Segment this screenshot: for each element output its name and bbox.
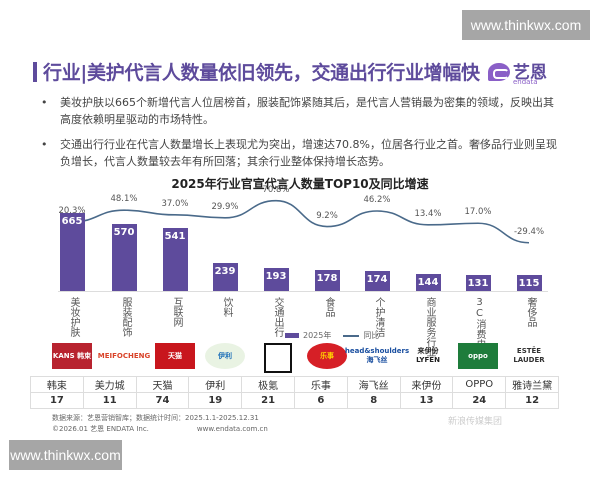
category-label: 3C消费电子 <box>474 297 485 359</box>
brand-logo: 乐事 <box>307 343 347 369</box>
brand-logo <box>264 343 292 373</box>
brand-logo: 天猫 <box>155 343 195 369</box>
brand-count-cell: 17 <box>30 392 84 409</box>
bar-value-label: 570 <box>113 227 135 238</box>
brand-name-cell: 极氪 <box>241 376 295 393</box>
brand-count-cell: 8 <box>346 392 401 409</box>
brand-count-cell: 6 <box>293 392 348 409</box>
brand-logo: MEIFOCHENG <box>97 351 151 360</box>
yoy-label: 37.0% <box>161 198 189 209</box>
brand-name-cell: 海飞丝 <box>346 376 401 393</box>
copyright: ©2026.01 艺恩 ENDATA Inc. <box>52 425 149 433</box>
data-source: 数据来源：艺恩营销智库；数据统计时间：2025.1.1-2025.12.31 <box>52 414 259 422</box>
logo-en: endata <box>513 78 538 86</box>
category-label: 美妆护肤 <box>68 297 79 337</box>
logo-cn: 艺恩 <box>513 63 547 83</box>
legend-line-swatch <box>343 334 360 337</box>
summary-bullets: 美妆护肤以665个新增代言人位居榜首，服装配饰紧随其后，是代言人营销最为密集的领… <box>38 94 558 178</box>
bar: 541 <box>162 228 188 291</box>
bar: 174 <box>364 271 390 291</box>
brand-table: 韩束 美力城 天猫 伊利 极氪 乐事 海飞丝 来伊份 OPPO 雅诗兰黛 17 11 74 19 21 6 8… <box>30 376 559 409</box>
category-label: 交通出行 <box>272 297 283 337</box>
page-title: 行业|美护代言人数量依旧领先，交通出行行业增幅快 <box>43 62 480 84</box>
brand-name-cell: 来伊份 <box>399 376 454 393</box>
bar: 570 <box>111 224 137 291</box>
brand-name-cell: 伊利 <box>188 376 243 393</box>
bar-value-label: 131 <box>467 278 489 289</box>
brand-logo: 来伊份 LYFEN <box>416 347 440 364</box>
watermark-bottom: www.thinkwx.com <box>9 440 122 470</box>
weibo-watermark: 新浪传媒集团 <box>448 417 503 427</box>
bar-value-label: 239 <box>214 266 236 277</box>
yoy-label: 13.4% <box>414 208 442 219</box>
bar: 193 <box>263 268 289 291</box>
bar: 115 <box>516 275 542 291</box>
bar: 178 <box>314 270 340 291</box>
yoy-label: 46.2% <box>363 194 391 205</box>
category-label: 食品 <box>323 297 334 317</box>
endata-logo: 艺恩 endata <box>488 60 568 88</box>
bar-value-label: 665 <box>61 216 83 227</box>
yoy-label: 70.8% <box>262 184 290 195</box>
brand-name-cell: 天猫 <box>135 376 190 393</box>
brand-name-cell: 雅诗兰黛 <box>505 376 559 393</box>
category-label: 服装配饰 <box>120 297 131 337</box>
legend-line-label: 同比 <box>363 331 380 340</box>
brand-name-cell: 韩束 <box>30 376 84 393</box>
bar: 131 <box>465 275 491 291</box>
brand-name-cell: OPPO <box>452 376 507 393</box>
legend-bar-swatch <box>285 333 299 338</box>
yoy-label: 17.0% <box>464 207 492 218</box>
bar-value-label: 174 <box>366 274 388 285</box>
endata-logo-icon <box>488 63 510 81</box>
bar: 665 <box>59 213 85 291</box>
chart-legend: 2025年 同比 <box>285 330 379 341</box>
bar: 239 <box>212 263 238 291</box>
brand-logo: KANS 韩束 <box>52 343 92 369</box>
title-accent-bar <box>33 62 37 82</box>
brand-count-cell: 13 <box>399 392 454 409</box>
yoy-label: 29.9% <box>211 201 239 212</box>
category-label: 个护清洁 <box>373 297 384 337</box>
footer-url: www.endata.com.cn <box>196 425 268 433</box>
category-label: 互联网 <box>171 297 182 327</box>
brand-count-cell: 74 <box>135 392 190 409</box>
brand-count-cell: 11 <box>82 392 137 409</box>
brand-count-cell: 24 <box>452 392 507 409</box>
bar-value-label: 193 <box>265 271 287 282</box>
footer: 数据来源：艺恩营销智库；数据统计时间：2025.1.1-2025.12.31 ©… <box>52 413 268 435</box>
category-label: 奢侈品 <box>525 297 536 327</box>
brand-count-cell: 12 <box>505 392 559 409</box>
bullet-item: 交通出行行业在代言人数量增长上表现尤为突出，增速达70.8%，位居各行业之首。奢… <box>38 136 558 170</box>
bar: 144 <box>415 274 441 291</box>
brand-count-cell: 21 <box>241 392 295 409</box>
brand-names-row: 韩束 美力城 天猫 伊利 极氪 乐事 海飞丝 来伊份 OPPO 雅诗兰黛 <box>30 376 559 393</box>
brand-logo: head&shoulders 海飞丝 <box>344 347 410 364</box>
brand-name-cell: 乐事 <box>293 376 348 393</box>
page-header: 行业|美护代言人数量依旧领先，交通出行行业增幅快 艺恩 endata <box>33 58 563 88</box>
category-label: 商业服务行业 <box>424 297 435 357</box>
yoy-label: 20.3% <box>58 205 86 216</box>
bar-value-label: 541 <box>164 231 186 242</box>
chart-title: 2025年行业官宣代言人数量TOP10及同比增速 <box>171 177 429 191</box>
yoy-label: 9.2% <box>316 210 338 221</box>
x-axis-baseline <box>58 291 548 292</box>
brand-name-cell: 美力城 <box>82 376 137 393</box>
watermark-top: www.thinkwx.com <box>462 10 590 40</box>
bar-value-label: 144 <box>417 277 439 288</box>
bar-value-label: 115 <box>518 278 540 289</box>
brand-count-cell: 19 <box>188 392 243 409</box>
brand-logo: ESTĒE LAUDER <box>513 347 545 364</box>
brand-logo: oppo <box>458 343 498 369</box>
brand-counts-row: 17 11 74 19 21 6 8 13 24 12 <box>30 392 559 409</box>
yoy-label: -29.4% <box>513 226 545 237</box>
brand-logo: 伊利 <box>205 343 245 369</box>
bullet-item: 美妆护肤以665个新增代言人位居榜首，服装配饰紧随其后，是代言人营销最为密集的领… <box>38 94 558 128</box>
category-label: 饮料 <box>221 297 232 317</box>
legend-bar-label: 2025年 <box>303 331 332 340</box>
yoy-label: 48.1% <box>110 194 138 205</box>
bar-value-label: 178 <box>316 273 338 284</box>
